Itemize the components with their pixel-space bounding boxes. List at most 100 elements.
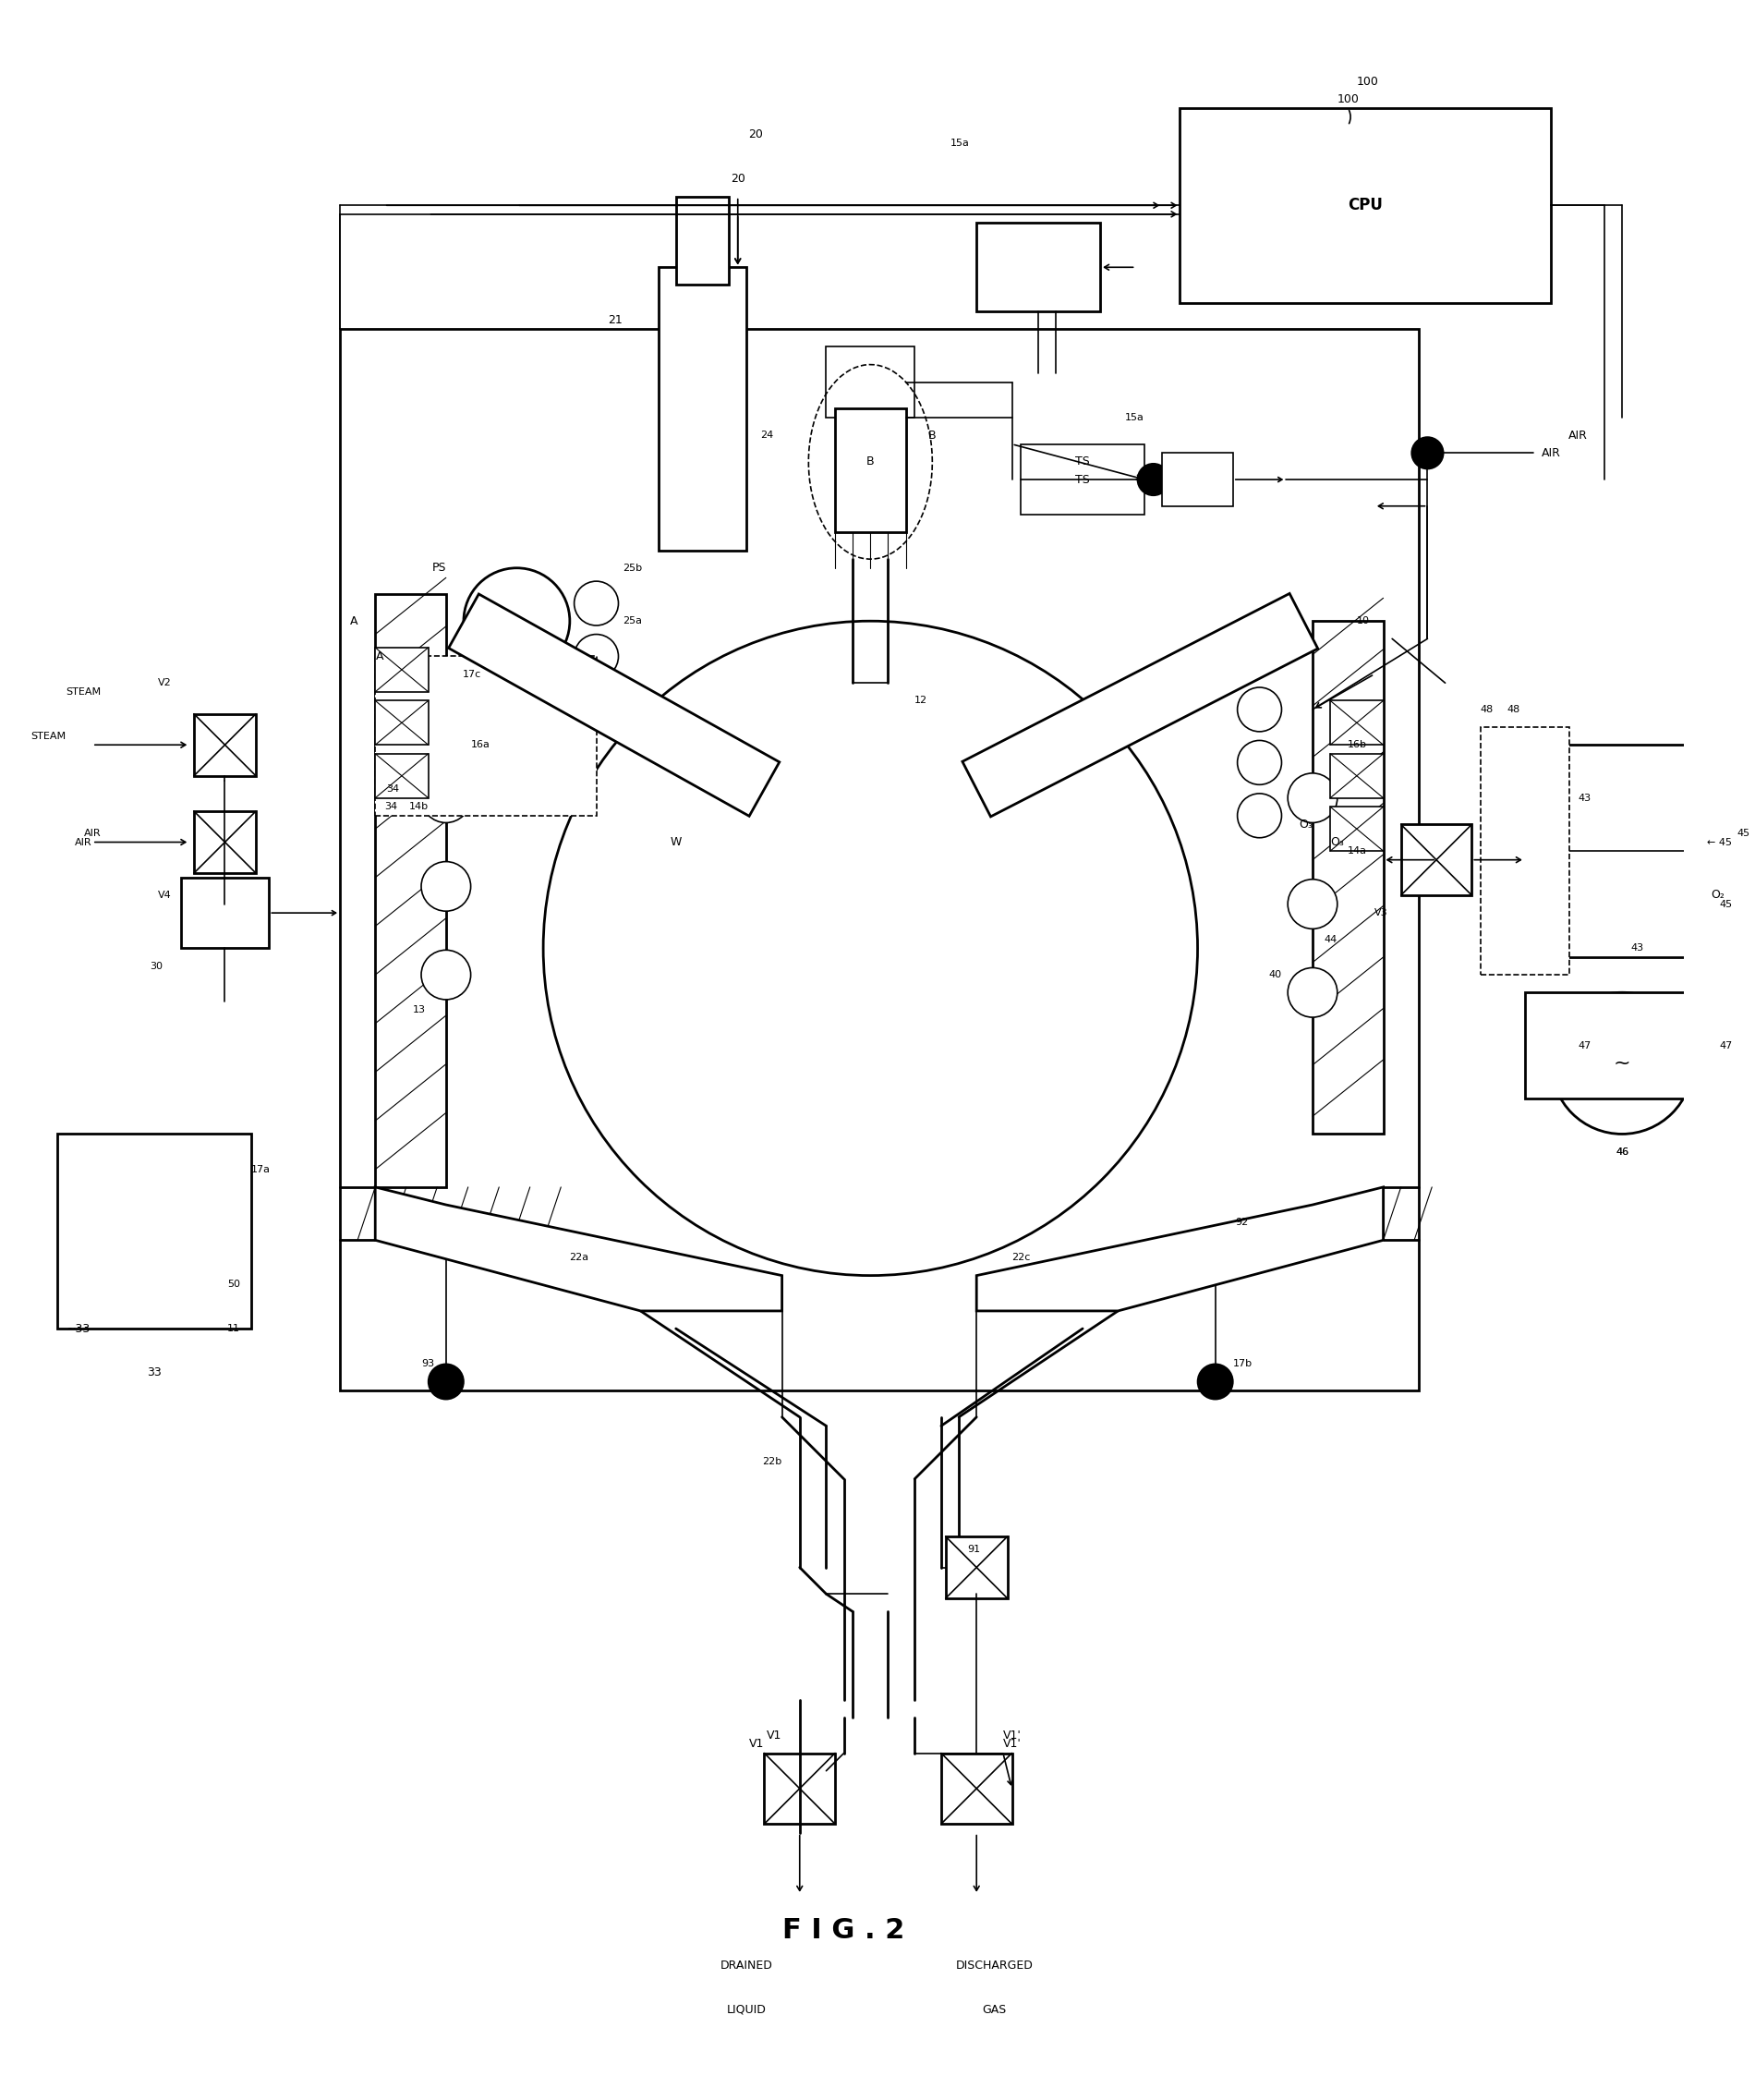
Text: 17c: 17c xyxy=(463,670,481,678)
Bar xyxy=(376,701,428,746)
Text: LIQUID: LIQUID xyxy=(727,2003,767,2016)
Polygon shape xyxy=(449,594,779,817)
Text: O₂: O₂ xyxy=(1711,888,1723,901)
Text: ∼33: ∼33 xyxy=(65,1323,90,1336)
Text: 93: 93 xyxy=(421,1359,435,1369)
Text: 45: 45 xyxy=(1720,899,1732,909)
Text: A: A xyxy=(349,615,358,628)
Bar xyxy=(1313,622,1383,1134)
Text: TS: TS xyxy=(1076,473,1090,485)
Text: 40: 40 xyxy=(1269,970,1281,979)
Bar xyxy=(1525,851,1702,958)
Circle shape xyxy=(421,773,470,823)
Text: 21: 21 xyxy=(609,315,623,326)
Bar xyxy=(765,1754,835,1825)
Text: AIR: AIR xyxy=(1541,447,1560,460)
Text: 91: 91 xyxy=(967,1546,981,1554)
Text: 25b: 25b xyxy=(623,563,642,573)
Circle shape xyxy=(428,1365,463,1399)
Text: 100: 100 xyxy=(1357,76,1379,88)
Circle shape xyxy=(574,582,618,626)
Text: V1: V1 xyxy=(767,1730,783,1741)
Text: 13: 13 xyxy=(412,1006,426,1014)
Bar xyxy=(376,594,446,1186)
Bar xyxy=(1330,806,1383,851)
Text: V1': V1' xyxy=(1004,1739,1021,1749)
Text: STEAM: STEAM xyxy=(30,731,65,741)
Text: 47: 47 xyxy=(1720,1042,1732,1050)
Text: V4: V4 xyxy=(158,890,172,899)
Bar xyxy=(1330,754,1383,798)
Circle shape xyxy=(544,622,1197,1275)
Text: 92: 92 xyxy=(1236,1218,1248,1226)
Text: 33: 33 xyxy=(147,1367,161,1380)
Circle shape xyxy=(1288,773,1337,823)
Circle shape xyxy=(463,567,570,674)
Bar xyxy=(195,714,256,775)
Text: 46: 46 xyxy=(1616,1147,1629,1157)
Bar xyxy=(827,347,914,418)
Text: 22b: 22b xyxy=(762,1457,783,1466)
Text: 16b: 16b xyxy=(1348,739,1367,750)
Circle shape xyxy=(574,687,618,731)
Text: W: W xyxy=(670,836,681,848)
Bar xyxy=(376,754,428,798)
Text: 100: 100 xyxy=(1337,92,1358,105)
Text: 34: 34 xyxy=(386,785,400,794)
Circle shape xyxy=(421,861,470,911)
Bar xyxy=(1481,727,1569,974)
Text: DRAINED: DRAINED xyxy=(720,1959,772,1972)
Text: 46: 46 xyxy=(1616,1147,1629,1157)
Circle shape xyxy=(1237,687,1281,731)
Text: ~: ~ xyxy=(1613,1054,1630,1073)
Bar xyxy=(376,647,428,691)
Text: 34: 34 xyxy=(384,802,397,811)
Bar xyxy=(1400,825,1472,895)
Bar xyxy=(1179,107,1551,302)
Bar xyxy=(658,267,746,550)
Text: O₃: O₃ xyxy=(1330,836,1344,848)
Bar xyxy=(941,1754,1013,1825)
Text: V1: V1 xyxy=(749,1739,765,1749)
Text: 43: 43 xyxy=(1578,794,1590,802)
Circle shape xyxy=(1237,741,1281,785)
Text: 25a: 25a xyxy=(623,617,642,626)
Circle shape xyxy=(421,949,470,1000)
Text: F I G . 2: F I G . 2 xyxy=(783,1917,906,1943)
Text: GAS: GAS xyxy=(983,2003,1006,2016)
Text: 15a: 15a xyxy=(1125,414,1144,422)
Text: 11: 11 xyxy=(228,1323,240,1334)
Polygon shape xyxy=(976,1186,1383,1310)
Bar xyxy=(181,878,269,949)
Text: 20: 20 xyxy=(748,128,763,141)
Text: V3: V3 xyxy=(1374,909,1388,918)
Bar xyxy=(1330,701,1383,746)
Bar xyxy=(56,1134,251,1329)
Text: 44: 44 xyxy=(1323,935,1337,945)
Text: 12: 12 xyxy=(914,695,928,706)
Polygon shape xyxy=(962,594,1318,817)
Bar xyxy=(676,197,728,286)
Text: 20: 20 xyxy=(730,172,746,185)
Text: 22c: 22c xyxy=(1011,1254,1030,1262)
Bar xyxy=(376,657,597,815)
Text: 47: 47 xyxy=(1578,1042,1592,1050)
Text: 50: 50 xyxy=(228,1279,240,1289)
Bar xyxy=(946,1537,1007,1598)
Text: 17a: 17a xyxy=(251,1166,270,1174)
Text: AIR: AIR xyxy=(84,830,102,838)
Text: 14a: 14a xyxy=(1348,846,1367,855)
Text: 10: 10 xyxy=(1357,617,1369,626)
Text: PS: PS xyxy=(432,563,446,573)
Text: AIR: AIR xyxy=(75,838,93,846)
Bar xyxy=(1162,454,1234,506)
Circle shape xyxy=(1288,968,1337,1016)
Text: 45: 45 xyxy=(1737,830,1750,838)
Circle shape xyxy=(574,634,618,678)
Text: 14b: 14b xyxy=(409,802,428,811)
Text: B: B xyxy=(928,428,937,441)
Bar xyxy=(340,330,1418,1390)
Text: TS: TS xyxy=(1076,456,1090,468)
Bar xyxy=(195,811,256,874)
Text: STEAM: STEAM xyxy=(67,687,102,697)
